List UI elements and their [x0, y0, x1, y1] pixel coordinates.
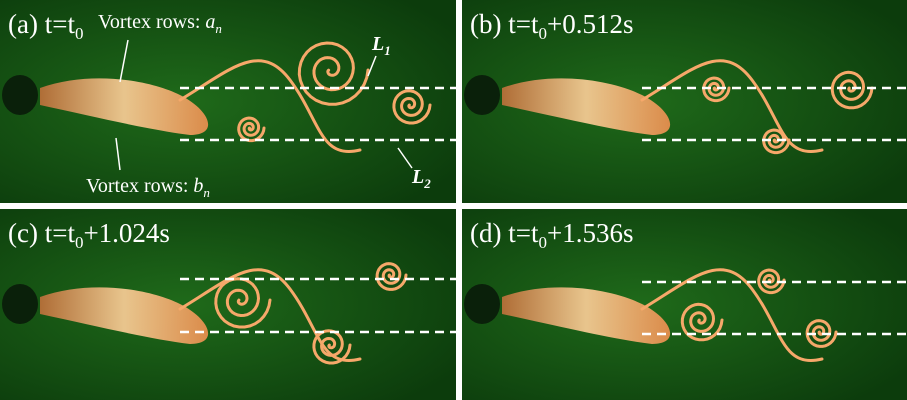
label-text: (d) t=t — [470, 218, 539, 248]
nozzle — [2, 75, 38, 115]
label-text: +1.536s — [547, 218, 633, 248]
label-text: +0.512s — [547, 9, 633, 39]
label-subscript: 0 — [75, 233, 84, 252]
panel: (d) t=t0+1.536s — [462, 209, 907, 400]
nozzle — [464, 75, 500, 115]
figure: (a) t=t0(b) t=t0+0.512s(c) t=t0+1.024s(d… — [0, 0, 907, 400]
panels: (a) t=t0(b) t=t0+0.512s(c) t=t0+1.024s(d… — [0, 0, 907, 400]
label-subscript: 0 — [538, 233, 547, 252]
label-text: +1.024s — [83, 218, 169, 248]
nozzle — [2, 284, 38, 324]
panel: (b) t=t0+0.512s — [462, 0, 907, 203]
annotation: Vortex rows: an — [98, 11, 222, 36]
panel-label: (d) t=t0+1.536s — [470, 218, 633, 252]
panel-label: (b) t=t0+0.512s — [470, 9, 633, 43]
panel-label: (c) t=t0+1.024s — [8, 218, 170, 252]
label-subscript: 0 — [75, 24, 84, 43]
panel: (c) t=t0+1.024s — [0, 209, 456, 400]
label-subscript: 0 — [538, 24, 547, 43]
nozzle — [464, 284, 500, 324]
annotation: Vortex rows: bn — [86, 175, 210, 200]
label-text: (b) t=t — [470, 9, 539, 39]
panel-label: (a) t=t0 — [8, 9, 83, 43]
label-text: (c) t=t — [8, 218, 75, 248]
panel: (a) t=t0 — [0, 0, 456, 203]
label-text: (a) t=t — [8, 9, 75, 39]
